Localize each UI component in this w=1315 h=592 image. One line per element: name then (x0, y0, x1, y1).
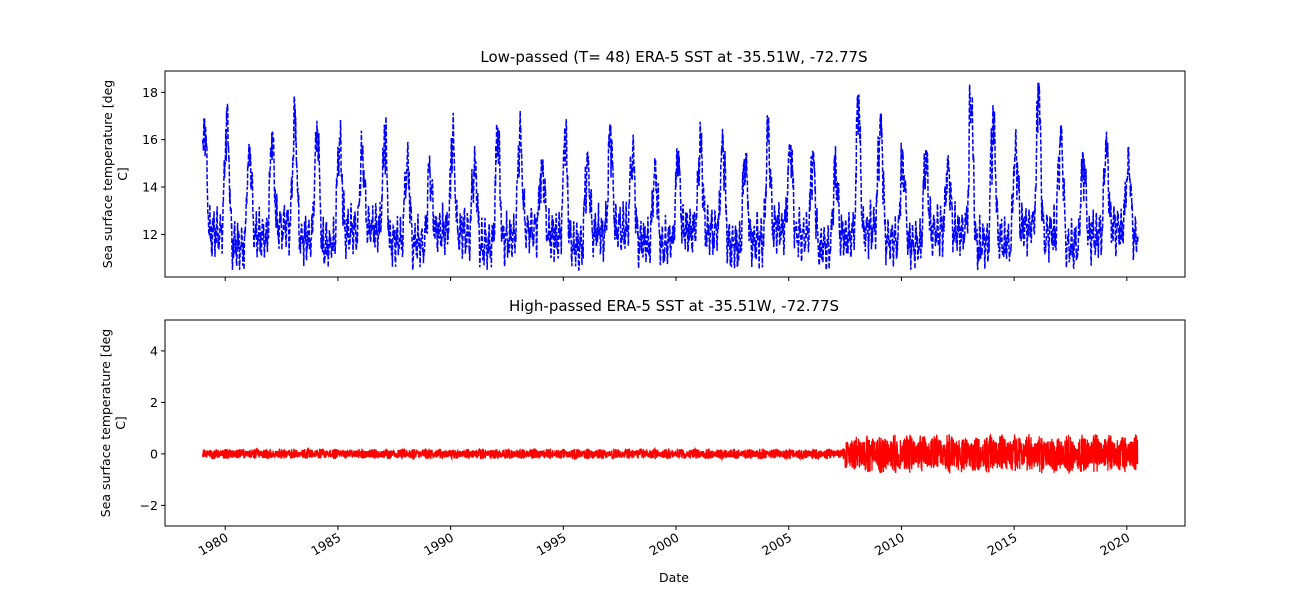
top-y-tick-label: 14 (142, 180, 158, 195)
top-y-tick-label: 16 (142, 132, 158, 147)
high-pass-y-label: Sea surface temperature [deg C] (98, 329, 128, 517)
top-y-tick-label: 18 (142, 85, 158, 100)
low-pass-y-label-line1: Sea surface temperature [deg (100, 80, 115, 268)
low-pass-y-label-line2: C] (115, 167, 130, 181)
bottom-y-tick-label: 2 (150, 395, 158, 410)
high-pass-y-label-line2: C] (113, 416, 128, 430)
bottom-y-tick-label: 4 (150, 343, 158, 358)
bottom-y-tick-label: −2 (140, 498, 158, 513)
high-pass-axes-frame (164, 319, 1186, 527)
high-pass-y-ticks: −2 0 2 4 (140, 343, 165, 513)
high-pass-series-line (202, 432, 1139, 474)
low-pass-plot: Low-passed (T= 48) ERA-5 SST at -35.51W,… (100, 48, 1186, 281)
low-pass-x-ticks (224, 277, 1128, 281)
low-pass-title: Low-passed (T= 48) ERA-5 SST at -35.51W,… (480, 48, 867, 66)
bottom-y-tick-label: 0 (150, 446, 158, 461)
low-pass-series-line (201, 82, 1139, 271)
high-pass-x-label: Date (659, 570, 689, 585)
low-pass-y-ticks: 12 14 16 18 (142, 85, 165, 242)
top-y-tick-label: 12 (142, 227, 158, 242)
low-pass-y-label: Sea surface temperature [deg C] (100, 80, 130, 268)
high-pass-title: High-passed ERA-5 SST at -35.51W, -72.77… (509, 297, 839, 315)
low-pass-axes-frame (164, 70, 1186, 278)
high-pass-y-label-line1: Sea surface temperature [deg (98, 329, 113, 517)
